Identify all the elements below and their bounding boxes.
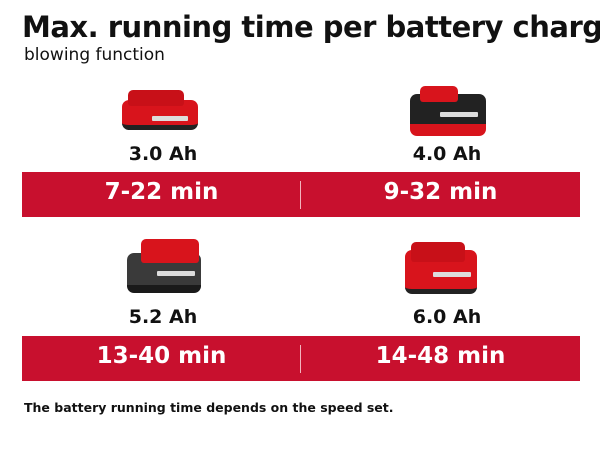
- battery-pack-icon: [405, 240, 477, 294]
- battery-capacity: 3.0 Ah: [128, 143, 198, 165]
- battery-pack-icon: [127, 237, 201, 293]
- page-subtitle: blowing function: [24, 45, 165, 65]
- runtime-value: 9-32 min: [383, 179, 498, 205]
- runtime-value: 7-22 min: [104, 179, 219, 205]
- battery-capacity: 6.0 Ah: [412, 306, 482, 328]
- runtime-band: 13-40 min 14-48 min: [22, 336, 580, 381]
- divider: [300, 345, 301, 373]
- footnote: The battery running time depends on the …: [24, 400, 394, 415]
- battery-capacity: 5.2 Ah: [128, 306, 198, 328]
- battery-pack-icon: [410, 84, 486, 136]
- page-title: Max. running time per battery charge: [22, 10, 600, 44]
- runtime-value: 14-48 min: [375, 343, 506, 369]
- runtime-value: 13-40 min: [96, 343, 227, 369]
- battery-pack-icon: [122, 86, 198, 130]
- battery-capacity: 4.0 Ah: [412, 143, 482, 165]
- runtime-band: 7-22 min 9-32 min: [22, 172, 580, 217]
- divider: [300, 181, 301, 209]
